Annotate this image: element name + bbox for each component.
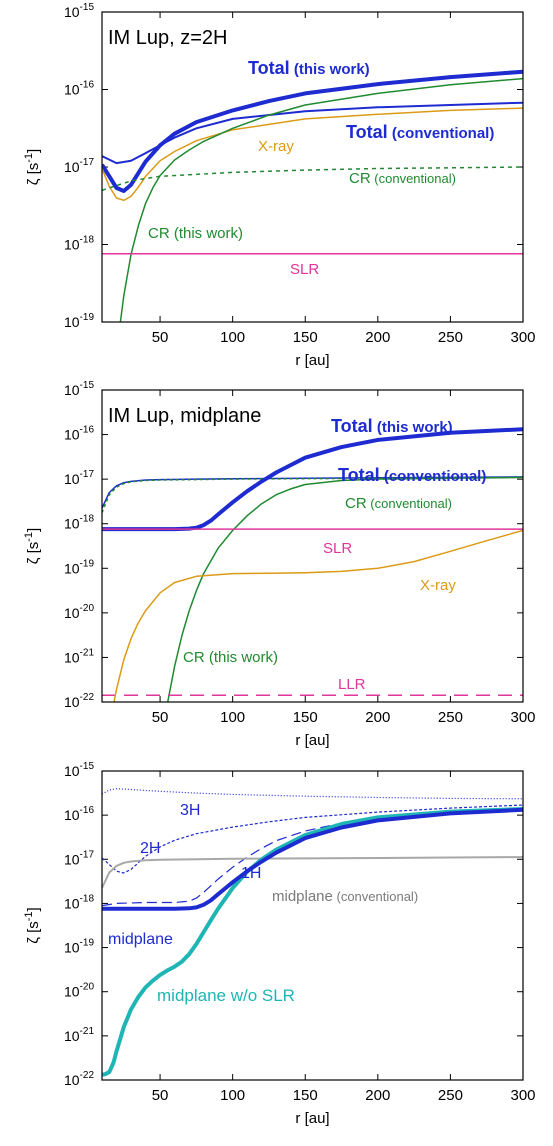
y-tick-label: 10-18: [64, 235, 94, 253]
x-tick-label: 250: [438, 1087, 463, 1104]
y-tick-label: 10-15: [64, 2, 94, 20]
chart-panel-2: 50 100 150 200 250 300 10-22 10-21 10-20 10-19 10-…: [23, 380, 536, 749]
series-annotation: CR (conventional): [345, 495, 452, 512]
series-annotation: Total (conventional): [346, 122, 494, 142]
chart-panel-3: 50 100 150 200 250 300 10-22 10-21 10-20 10-19 10-…: [23, 761, 536, 1127]
chart-title: IM Lup, midplane: [108, 405, 261, 427]
x-tick-label: 200: [365, 709, 390, 726]
chart-title: IM Lup, z=2H: [108, 27, 228, 49]
series-line-7: [113, 529, 523, 702]
plot-frame: [101, 389, 524, 703]
series-line-4: [102, 166, 523, 192]
x-tick-label: 200: [365, 1087, 390, 1104]
chart-panel-1: 50 100 150 200 250 300 10-19 10-18 10-17 10-16 10-…: [23, 2, 536, 369]
series-annotation: Total (conventional): [338, 465, 486, 485]
x-tick-label: 150: [293, 1087, 318, 1104]
y-axis-label: ζ [s-1]: [23, 528, 42, 564]
x-axis-label: r [au]: [295, 352, 329, 369]
x-axis-label: r [au]: [295, 1110, 329, 1127]
x-tick-label: 150: [293, 329, 318, 346]
y-tick-label: 10-15: [64, 761, 94, 779]
x-tick-label: 50: [152, 329, 169, 346]
x-tick-label: 300: [510, 1087, 535, 1104]
series-line-2: [102, 101, 523, 165]
series-annotation: SLR: [290, 261, 319, 278]
y-tick-label: 10-18: [64, 514, 94, 532]
series-line-5: [119, 77, 523, 322]
series-annotation: midplane w/o SLR: [157, 986, 295, 1005]
x-tick-label: 100: [220, 329, 245, 346]
y-tick-label: 10-22: [64, 1070, 94, 1088]
series-line-4: [166, 476, 523, 702]
plot-frame: [101, 11, 524, 323]
series-line-4: [102, 856, 523, 889]
y-tick-label: 10-17: [64, 849, 94, 867]
x-tick-label: 300: [510, 709, 535, 726]
series-annotation: 2H: [140, 840, 160, 857]
x-axis-label: r [au]: [295, 732, 329, 749]
plot-frame: [101, 770, 524, 1081]
y-tick-label: 10-17: [64, 157, 94, 175]
y-tick-label: 10-21: [64, 1026, 94, 1044]
y-tick-label: 10-18: [64, 893, 94, 911]
series-annotation: CR (this work): [183, 649, 278, 666]
series-line-2: [102, 476, 523, 513]
x-tick-label: 250: [438, 329, 463, 346]
series-line-1: [102, 69, 523, 193]
series-annotation: midplane (conventional): [272, 888, 418, 905]
series-annotation: 1H: [241, 865, 261, 882]
series-line-5: [102, 807, 523, 1077]
series-line-6: [102, 807, 523, 911]
y-tick-label: 10-20: [64, 603, 94, 621]
y-axis-label: ζ [s-1]: [23, 149, 42, 185]
series-line-2: [102, 804, 523, 874]
series-line-3: [102, 107, 523, 202]
series-annotation: SLR: [323, 540, 352, 557]
x-tick-label: 100: [220, 709, 245, 726]
x-tick-label: 200: [365, 329, 390, 346]
series-annotation: 3H: [180, 802, 200, 819]
y-tick-label: 10-20: [64, 982, 94, 1000]
y-tick-label: 10-19: [64, 938, 94, 956]
y-tick-label: 10-22: [64, 692, 94, 710]
y-tick-label: 10-21: [64, 647, 94, 665]
y-tick-label: 10-15: [64, 380, 94, 398]
y-tick-label: 10-19: [64, 312, 94, 330]
x-tick-label: 50: [152, 1087, 169, 1104]
x-tick-label: 50: [152, 709, 169, 726]
x-tick-label: 250: [438, 709, 463, 726]
series-annotation: CR (this work): [148, 225, 243, 242]
series-annotation: X-ray: [258, 138, 294, 155]
x-tick-label: 150: [293, 709, 318, 726]
series-annotation: Total (this work): [248, 58, 370, 78]
series-annotation: X-ray: [420, 577, 456, 594]
y-tick-label: 10-17: [64, 469, 94, 487]
y-tick-label: 10-19: [64, 558, 94, 576]
series-annotation: LLR: [338, 676, 366, 693]
y-tick-label: 10-16: [64, 80, 94, 98]
y-tick-label: 10-16: [64, 805, 94, 823]
x-tick-label: 300: [510, 329, 535, 346]
series-annotation: midplane: [108, 931, 173, 948]
y-axis-label: ζ [s-1]: [23, 907, 42, 943]
series-annotation: CR (conventional): [349, 170, 456, 187]
series-line-1: [102, 788, 523, 800]
series-annotation: Total (this work): [331, 416, 453, 436]
x-tick-label: 100: [220, 1087, 245, 1104]
y-tick-label: 10-16: [64, 425, 94, 443]
